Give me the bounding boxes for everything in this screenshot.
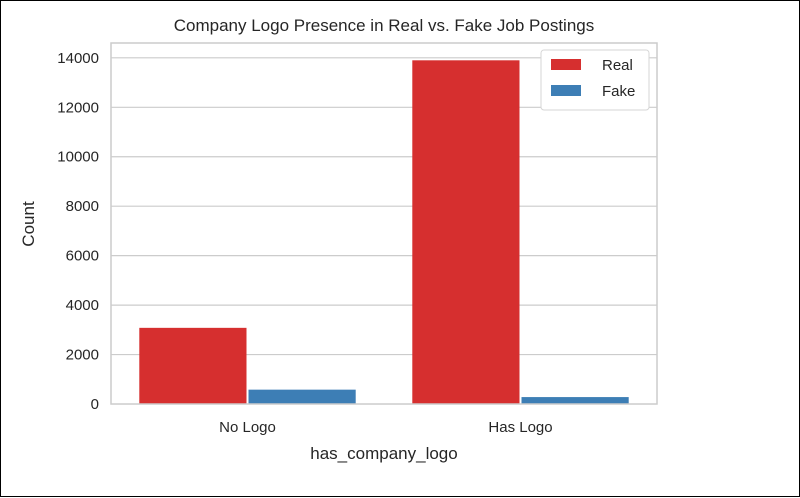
y-tick-label: 14000 <box>57 50 99 67</box>
y-tick-label: 0 <box>91 396 99 413</box>
y-tick-label: 8000 <box>66 198 99 215</box>
y-tick-label: 4000 <box>66 297 99 314</box>
x-tick-label: No Logo <box>219 419 276 436</box>
legend-label-fake: Fake <box>602 83 635 100</box>
x-tick-labels: No Logo Has Logo <box>219 419 552 436</box>
legend-label-real: Real <box>602 57 633 74</box>
x-axis-label: has_company_logo <box>310 444 457 463</box>
legend-swatch-fake <box>551 85 581 96</box>
grid-lines <box>111 57 657 356</box>
chart-title: Company Logo Presence in Real vs. Fake J… <box>174 16 595 35</box>
bar-fake-has-logo <box>521 397 629 404</box>
bar-real-no-logo <box>139 327 247 404</box>
bar-real-has-logo <box>412 60 520 404</box>
legend-swatch-real <box>551 59 581 70</box>
plot-area-border <box>110 42 658 405</box>
legend: Real Fake <box>540 49 650 111</box>
y-tick-label: 6000 <box>66 248 99 265</box>
y-tick-label: 2000 <box>66 347 99 364</box>
bar-fake-no-logo <box>248 389 356 404</box>
y-tick-labels: 0 2000 4000 6000 8000 10000 12000 14000 <box>57 50 99 413</box>
y-tick-label: 10000 <box>57 149 99 166</box>
y-axis-label: Count <box>19 201 38 247</box>
bars <box>139 60 629 404</box>
y-tick-label: 12000 <box>57 99 99 116</box>
x-tick-label: Has Logo <box>488 419 552 436</box>
